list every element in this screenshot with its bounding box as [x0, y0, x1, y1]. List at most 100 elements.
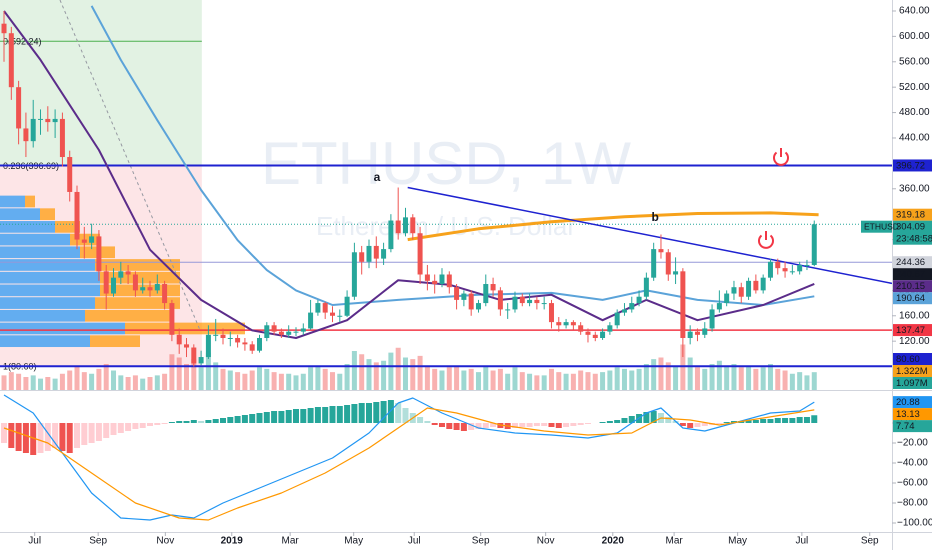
candle-body — [67, 157, 73, 192]
candle-body — [775, 261, 781, 269]
macd-histogram-bar — [358, 403, 365, 423]
volume-bar — [658, 357, 664, 390]
volume-bar — [570, 373, 576, 390]
macd-histogram-bar — [453, 423, 460, 430]
volume-profile-down — [85, 309, 170, 322]
volume-bar — [527, 373, 533, 390]
price-marker — [893, 353, 932, 365]
volume-bar — [731, 364, 737, 390]
macd-histogram-bar — [650, 411, 657, 423]
candle-body — [198, 357, 204, 364]
volume-bar — [351, 351, 357, 390]
volume-bar — [300, 373, 306, 390]
macd-histogram-bar — [198, 421, 205, 423]
macd-histogram-bar — [161, 423, 168, 424]
candle-body — [74, 191, 80, 240]
volume-bar — [592, 373, 598, 390]
y-tick-label: 440.00 — [899, 133, 930, 144]
volume-bar — [220, 368, 226, 390]
y-tick-label: −80.00 — [897, 498, 928, 509]
volume-bar — [89, 373, 95, 390]
macd-layer — [1, 394, 818, 521]
volume-bar — [293, 375, 299, 390]
candle-body — [213, 334, 219, 336]
macd-histogram-bar — [796, 417, 803, 423]
candle-body — [767, 261, 773, 278]
macd-histogram-bar — [322, 407, 329, 423]
macd-histogram-bar — [37, 423, 44, 453]
trend-line — [407, 186, 892, 285]
candle-body — [556, 322, 562, 326]
macd-histogram-bar — [220, 418, 226, 423]
candle-body — [432, 280, 438, 285]
volume-bar — [585, 372, 591, 390]
candle-body — [103, 271, 109, 294]
candle-body — [789, 271, 795, 273]
alert-icon — [773, 148, 789, 166]
price-marker-label: 13.13 — [896, 409, 920, 420]
price-marker — [893, 159, 932, 172]
volume-bar — [614, 367, 620, 390]
macd-histogram-bar — [132, 423, 139, 429]
volume-bar — [23, 377, 29, 390]
axis-layer: 640.00 600.00 560.00 520.00 480.00 440.00 360.… — [28, 6, 932, 547]
macd-histogram-bar — [44, 423, 51, 451]
volume-profile-down — [55, 221, 80, 233]
volume-profile-up — [0, 208, 40, 221]
macd-histogram-bar — [782, 418, 789, 423]
x-tick-label: Sep — [472, 536, 490, 547]
x-tick-label: Sep — [89, 536, 107, 547]
macd-histogram-bar — [555, 423, 562, 428]
candle-body — [468, 293, 474, 310]
candle-body — [746, 280, 752, 297]
volume-bar — [111, 370, 117, 390]
macd-histogram-bar — [490, 423, 497, 427]
candle-body — [446, 274, 452, 288]
macd-histogram-bar — [380, 401, 387, 423]
watermark-subtitle: Ethereum / U.S. Dollar — [316, 211, 576, 241]
candle-body — [658, 249, 664, 253]
macd-histogram-bar — [95, 423, 102, 441]
macd-histogram-bar — [687, 423, 694, 428]
candle-body — [680, 271, 686, 338]
candle-body — [322, 303, 328, 313]
volume-bar — [454, 365, 460, 390]
candle-body — [308, 312, 314, 329]
volume-bar — [673, 365, 679, 390]
countdown-label: 23:48:58 — [896, 234, 932, 245]
symbol-marker — [861, 220, 892, 233]
signal-line — [3, 407, 815, 521]
volume-bar — [205, 352, 211, 390]
macd-histogram-bar — [402, 408, 409, 423]
volume-bar — [388, 352, 394, 390]
volume-bar — [607, 370, 613, 390]
price-marker — [893, 208, 932, 221]
candle-body — [388, 220, 394, 250]
macd-histogram-bar — [577, 423, 584, 425]
x-tick-label: Nov — [537, 536, 555, 547]
volume-bar — [198, 367, 204, 390]
volume-bar — [103, 364, 109, 390]
candle-body — [731, 287, 737, 294]
macd-histogram-bar — [767, 419, 774, 423]
volume-bar — [424, 365, 430, 390]
macd-histogram-bar — [59, 423, 66, 451]
candle-body — [235, 337, 241, 343]
macd-histogram-bar — [431, 423, 438, 425]
candle-body — [709, 309, 715, 329]
volume-bar — [789, 373, 795, 390]
macd-histogram-bar — [460, 423, 467, 431]
candle-body — [541, 303, 547, 305]
volume-bar — [67, 370, 73, 390]
macd-histogram-bar — [52, 423, 59, 448]
candle-body — [286, 331, 292, 335]
candle-body — [38, 118, 44, 120]
volume-profile-down — [25, 195, 35, 208]
symbol-label: ETHUSD — [864, 221, 899, 231]
candle-body — [184, 344, 190, 348]
volume-profile-up — [0, 335, 90, 348]
volume-bar — [694, 367, 700, 390]
volume-bar — [286, 373, 292, 390]
candle-body — [738, 287, 744, 297]
